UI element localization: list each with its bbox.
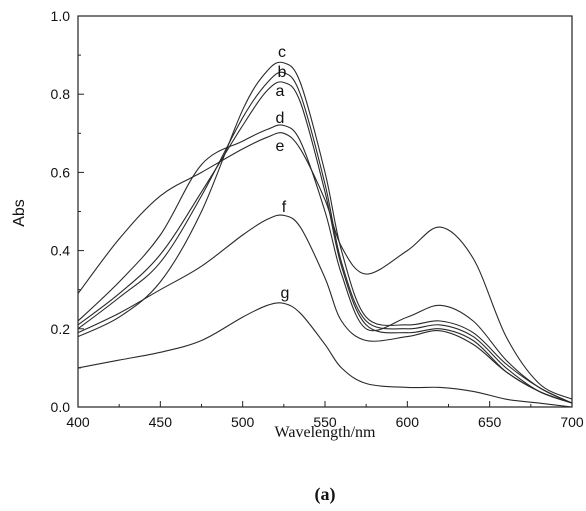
y-tick-label: 0.0 bbox=[51, 399, 71, 415]
y-tick-label: 0.6 bbox=[51, 164, 71, 180]
x-tick-label: 700 bbox=[560, 414, 584, 430]
figure-caption: (a) bbox=[315, 484, 336, 505]
x-tick-label: 550 bbox=[313, 414, 337, 430]
y-tick-label: 1.0 bbox=[51, 8, 71, 24]
series-label-f: f bbox=[282, 199, 287, 216]
series-line-g bbox=[77, 302, 573, 408]
x-tick-label: 400 bbox=[66, 414, 90, 430]
x-axis-title: Wavelength/nm bbox=[275, 424, 376, 441]
series-label-g: g bbox=[281, 285, 290, 302]
series-line-a bbox=[77, 81, 573, 404]
series-label-c: c bbox=[278, 44, 286, 61]
x-tick-label: 450 bbox=[149, 414, 173, 430]
series-label-d: d bbox=[276, 110, 285, 127]
y-tick-label: 0.2 bbox=[51, 321, 71, 337]
y-tick-label: 0.8 bbox=[51, 86, 71, 102]
series-line-c bbox=[77, 61, 573, 404]
x-tick-label: 500 bbox=[231, 414, 255, 430]
series-curves bbox=[77, 61, 573, 408]
x-tick-label: 650 bbox=[478, 414, 502, 430]
series-line-e bbox=[77, 132, 573, 400]
series-line-d bbox=[77, 124, 573, 404]
series-label-e: e bbox=[276, 138, 285, 155]
series-line-f bbox=[77, 214, 573, 404]
y-axis-title: Abs bbox=[11, 199, 28, 227]
series-label-b: b bbox=[278, 64, 287, 81]
axis-ticks: 400 450 500 550 600 650 700 0.0 0.2 0.4 0.6 0.8 1.0 bbox=[51, 8, 584, 430]
y-tick-label: 0.4 bbox=[51, 243, 71, 259]
series-label-a: a bbox=[276, 83, 285, 100]
x-tick-label: 600 bbox=[396, 414, 420, 430]
series-line-b bbox=[77, 71, 573, 404]
series-labels: abc de f g bbox=[276, 44, 290, 302]
